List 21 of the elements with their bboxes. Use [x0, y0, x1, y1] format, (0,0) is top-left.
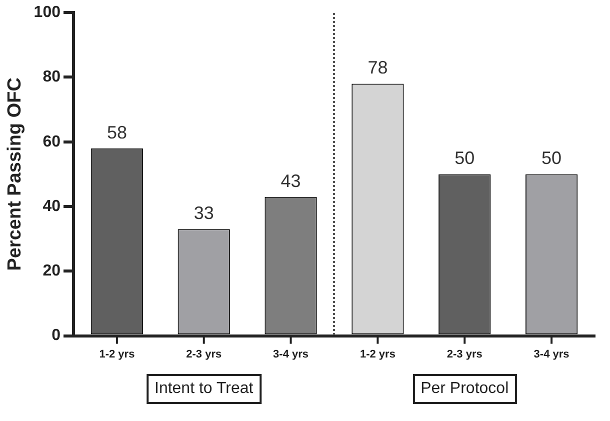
y-axis-title: Percent Passing OFC [4, 77, 26, 271]
x-tick-label: 1-2 yrs [360, 348, 396, 360]
y-tick-label: 20 [42, 262, 61, 280]
data-label: 43 [280, 170, 301, 191]
data-label: 58 [106, 122, 127, 142]
y-tick-label: 80 [42, 68, 61, 86]
text: Per Protocol [412, 374, 517, 404]
text: Intent to Treat [146, 374, 262, 404]
x-tick-label: 3-4 yrs [534, 348, 570, 360]
x-tick-label: 3-4 yrs [273, 348, 309, 360]
data-label: 50 [454, 148, 475, 168]
y-tick-label: 60 [42, 133, 61, 150]
y-tick-label: 40 [42, 198, 61, 215]
x-tick-label: 2-3 yrs [446, 348, 482, 360]
data-label: 78 [368, 58, 388, 78]
x-tick-label: 1-2 yrs [99, 348, 135, 360]
x-tick-label: 2-3 yrs [186, 348, 222, 360]
data-label: 50 [542, 148, 562, 168]
y-tick-label: 100 [34, 4, 61, 22]
y-tick-label: 0 [52, 327, 61, 344]
data-label: 33 [194, 203, 214, 224]
